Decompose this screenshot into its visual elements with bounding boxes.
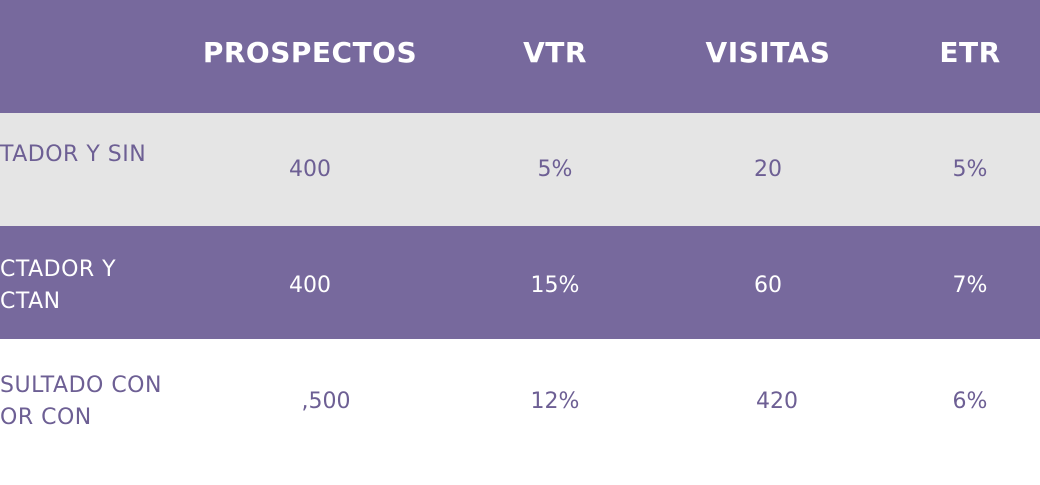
table-row: SULTADO CON OR CON ,500 12% 420 6% <box>0 339 1040 485</box>
cell-etr: 5% <box>952 157 988 182</box>
cell-visitas: 60 <box>754 273 782 298</box>
row-label-line2: OR CON <box>0 405 92 430</box>
cell-prospectos: ,500 <box>301 389 351 414</box>
cell-visitas: 20 <box>754 157 782 182</box>
cell-vtr: 5% <box>537 157 573 182</box>
cell-prospectos: 400 <box>289 157 331 182</box>
cell-vtr: 15% <box>530 273 580 298</box>
row-label-line1: TADOR Y SIN <box>0 142 147 167</box>
cell-vtr: 12% <box>530 389 580 414</box>
cell-visitas: 420 <box>756 389 798 414</box>
table-row: TADOR Y SIN 400 5% 20 5% <box>0 113 1040 226</box>
column-header-visitas: VISITAS <box>705 36 831 69</box>
column-header-prospectos: PROSPECTOS <box>202 36 418 69</box>
column-header-vtr: VTR <box>523 36 587 69</box>
cell-etr: 6% <box>952 389 988 414</box>
cell-etr: 7% <box>952 273 988 298</box>
column-header-etr: ETR <box>939 36 1001 69</box>
row-label-line1: CTADOR Y <box>0 257 117 282</box>
cell-prospectos: 400 <box>289 273 331 298</box>
table-row: CTADOR Y CTAN 400 15% 60 7% <box>0 226 1040 339</box>
table-header: PROSPECTOS VTR VISITAS ETR <box>0 0 1040 113</box>
row-label-line1: SULTADO CON <box>0 373 162 398</box>
row-label-line2: CTAN <box>0 289 61 314</box>
